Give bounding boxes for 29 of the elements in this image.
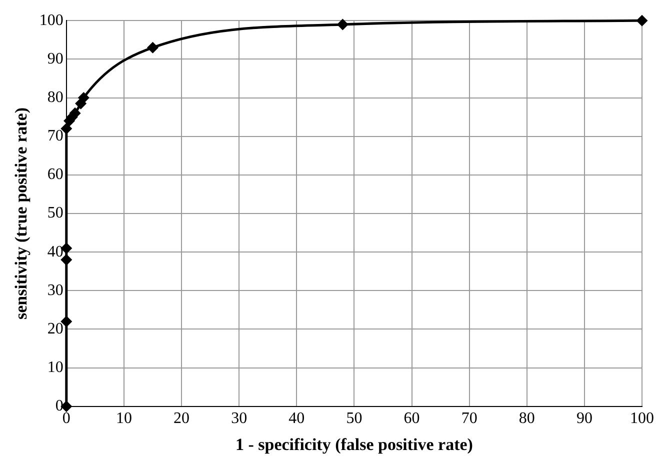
x-tick-label: 60	[404, 410, 420, 428]
y-tick-label: 40	[47, 243, 64, 260]
x-tick-label: 70	[461, 410, 478, 428]
y-tick-label: 10	[47, 359, 64, 376]
y-tick-label: 20	[47, 320, 64, 338]
y-tick-label: 50	[47, 204, 64, 222]
point	[147, 42, 158, 53]
x-tick-label: 30	[231, 410, 248, 428]
y-tick-label: 60	[47, 166, 64, 184]
y-tick-label: 100	[39, 12, 64, 29]
point	[337, 19, 348, 30]
x-tick-label: 20	[174, 410, 190, 428]
point	[61, 123, 72, 134]
point	[61, 316, 72, 327]
y-tick-label: 80	[47, 88, 64, 106]
x-tick-label: 40	[288, 410, 305, 428]
x-tick-label: 90	[576, 410, 592, 428]
x-tick-label: 10	[116, 410, 132, 428]
point	[636, 15, 648, 26]
point	[61, 254, 72, 266]
x-tick-label: 100	[630, 410, 654, 428]
x-tick-label: 80	[518, 410, 535, 428]
x-tick-label: 50	[346, 410, 362, 428]
y-tick-label: 30	[47, 282, 64, 299]
y-axis-title: sensitivity (true positive rate)	[12, 108, 31, 320]
y-tick-label: 70	[47, 128, 64, 145]
point	[78, 92, 89, 104]
x-axis-title: 1 - specificity (false positive rate)	[235, 435, 473, 454]
y-tick-label: 90	[47, 50, 64, 68]
